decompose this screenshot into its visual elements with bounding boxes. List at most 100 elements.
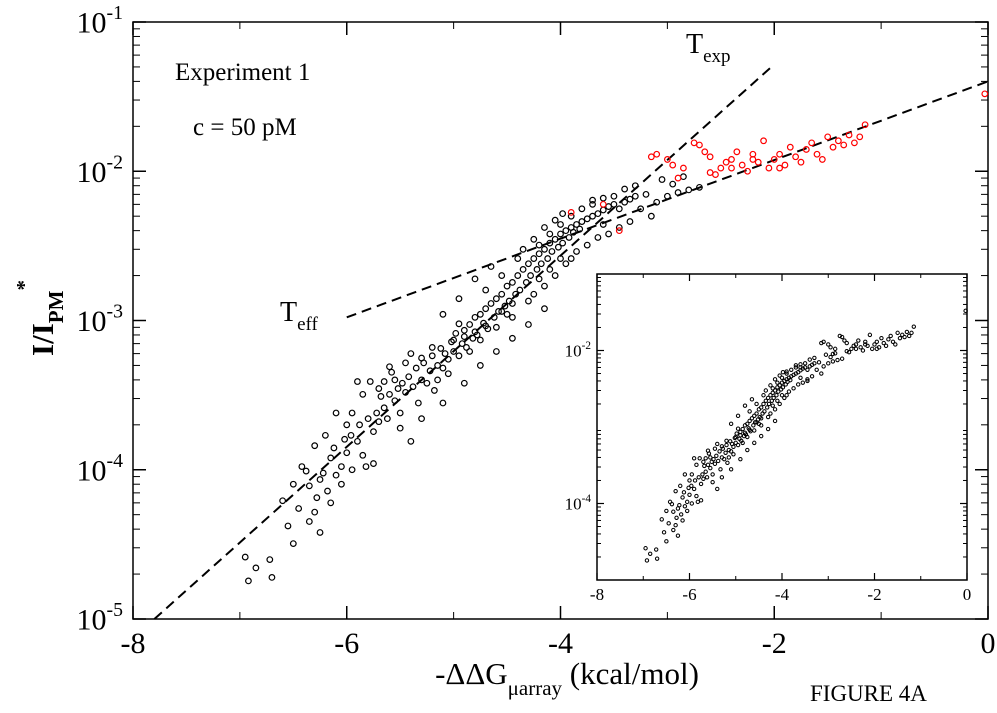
inset-data-point (694, 493, 699, 499)
data-point (519, 265, 527, 273)
inset-data-point (712, 446, 718, 451)
t-eff-label: T (280, 297, 297, 328)
data-point (669, 180, 677, 188)
data-point (439, 364, 447, 372)
inset-data-point (708, 455, 713, 460)
inset-data-point (745, 421, 750, 427)
data-point (418, 415, 425, 423)
data-point (658, 176, 666, 183)
data-point (551, 235, 559, 243)
data-point-red (701, 148, 709, 156)
data-point (347, 431, 355, 439)
inset-data-point (890, 339, 896, 344)
data-point (370, 428, 377, 436)
data-point (610, 200, 618, 208)
data-point-red (669, 161, 677, 169)
data-point (354, 378, 361, 385)
data-point (338, 480, 345, 488)
inset-data-point (791, 386, 796, 391)
data-point (311, 508, 319, 516)
data-point-red (615, 227, 623, 235)
data-point-red (765, 164, 773, 172)
data-point-red (706, 169, 714, 176)
data-point-red (776, 164, 783, 172)
data-point-red (680, 164, 687, 172)
inset-data-point (800, 380, 806, 385)
inset-data-point (738, 433, 743, 438)
inset-data-point (793, 365, 799, 370)
inset-data-point (906, 333, 912, 339)
data-point (327, 454, 335, 462)
data-point (439, 310, 447, 318)
x-tick-label: -4 (548, 627, 573, 660)
data-point (407, 350, 415, 358)
inset-data-point (664, 539, 669, 544)
inset-data-point (881, 340, 886, 346)
data-point (434, 362, 441, 369)
data-point (370, 460, 377, 467)
inset-data-point (698, 498, 704, 503)
data-point (414, 399, 422, 407)
data-point (535, 275, 543, 283)
data-point (466, 321, 474, 328)
data-point (362, 463, 370, 470)
inset-data-point (807, 357, 812, 362)
inset-data-point (837, 333, 843, 339)
y-axis-title-superscript: * (12, 280, 36, 291)
y-axis-title: I/IPM * (12, 280, 68, 356)
inset-data-point (747, 409, 752, 414)
data-point (430, 387, 438, 394)
data-point (551, 216, 559, 224)
data-point (302, 467, 310, 475)
data-point (535, 241, 543, 249)
data-point-red (840, 141, 848, 149)
inset-data-point (819, 371, 824, 376)
data-point (615, 224, 623, 231)
data-point-red (861, 121, 869, 129)
data-point (375, 385, 383, 392)
inset-data-point (701, 459, 706, 465)
data-point (423, 379, 431, 387)
inset-data-point (659, 517, 664, 522)
inset-data-point (704, 475, 710, 480)
inset-data-point (893, 342, 898, 347)
inset-data-point (826, 342, 831, 347)
inset-data-point (671, 527, 676, 533)
data-point (428, 352, 436, 360)
data-point (492, 295, 500, 303)
data-point-red (567, 209, 575, 216)
data-point (501, 302, 509, 310)
data-point (332, 409, 340, 417)
inset-data-point (869, 346, 875, 352)
inset-data-point (654, 547, 659, 552)
data-point (557, 255, 564, 262)
inset-data-point (675, 533, 681, 538)
data-point (551, 272, 559, 279)
data-point (245, 577, 252, 585)
data-point (330, 444, 338, 452)
data-point-red (981, 90, 989, 98)
inset-data-point (863, 339, 868, 344)
inset-data-point (793, 363, 799, 368)
data-point-red (749, 156, 757, 163)
y-tick-label: 10-5 (77, 599, 124, 637)
data-point-red (733, 148, 741, 156)
data-point-red (696, 141, 703, 149)
data-point (503, 282, 511, 290)
inset-data-point (832, 346, 838, 352)
data-point (647, 212, 655, 220)
inset-data-point (680, 518, 685, 523)
data-point (498, 308, 506, 315)
data-point-red (754, 158, 762, 166)
data-point-red (808, 139, 816, 147)
inset-data-point (853, 346, 859, 352)
inset-data-point (911, 324, 917, 329)
data-point-red (706, 153, 714, 161)
inset-data-point (867, 332, 873, 338)
inset-data-point (733, 434, 738, 440)
inset-data-point (724, 442, 729, 448)
data-point (316, 529, 324, 536)
inset-data-point (762, 409, 767, 414)
inset-data-point (856, 338, 861, 343)
inset-data-point (821, 339, 826, 344)
